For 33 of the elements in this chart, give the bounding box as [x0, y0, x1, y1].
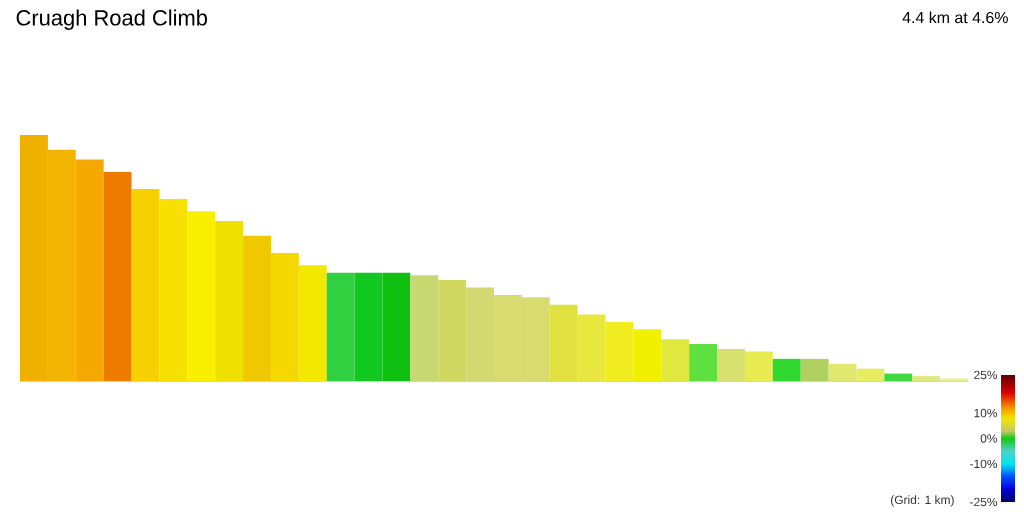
bar [410, 275, 439, 381]
bar [744, 351, 773, 381]
chart-subtitle: 4.4 km at 4.6% [902, 11, 1008, 24]
bar [438, 280, 467, 381]
color-bar-label: 0% [980, 434, 998, 443]
bar [856, 368, 885, 381]
bar [884, 373, 913, 381]
bar [689, 344, 718, 381]
bar [661, 339, 690, 381]
bar [159, 198, 188, 381]
color-bar-label: -10% [970, 459, 998, 469]
bar [605, 321, 634, 381]
chart-title: Cruagh Road Climb [16, 9, 208, 30]
color-bar-label: 10% [974, 408, 998, 418]
bar [298, 265, 327, 381]
bar [717, 349, 745, 381]
bar [243, 235, 271, 381]
bar [103, 171, 132, 381]
bar [772, 358, 801, 381]
color-bar-label: -25% [970, 497, 998, 507]
color-bar-label: 25% [974, 370, 998, 380]
bar [800, 358, 829, 381]
bar [633, 329, 662, 381]
bar [215, 221, 244, 381]
bar [270, 253, 299, 381]
bar [382, 272, 411, 381]
bar [187, 211, 216, 381]
text: (Grid: 1 km) [891, 495, 954, 507]
bar [354, 272, 383, 381]
bar [131, 189, 160, 381]
bar [912, 376, 941, 381]
bar [326, 272, 355, 381]
bar [828, 363, 857, 381]
